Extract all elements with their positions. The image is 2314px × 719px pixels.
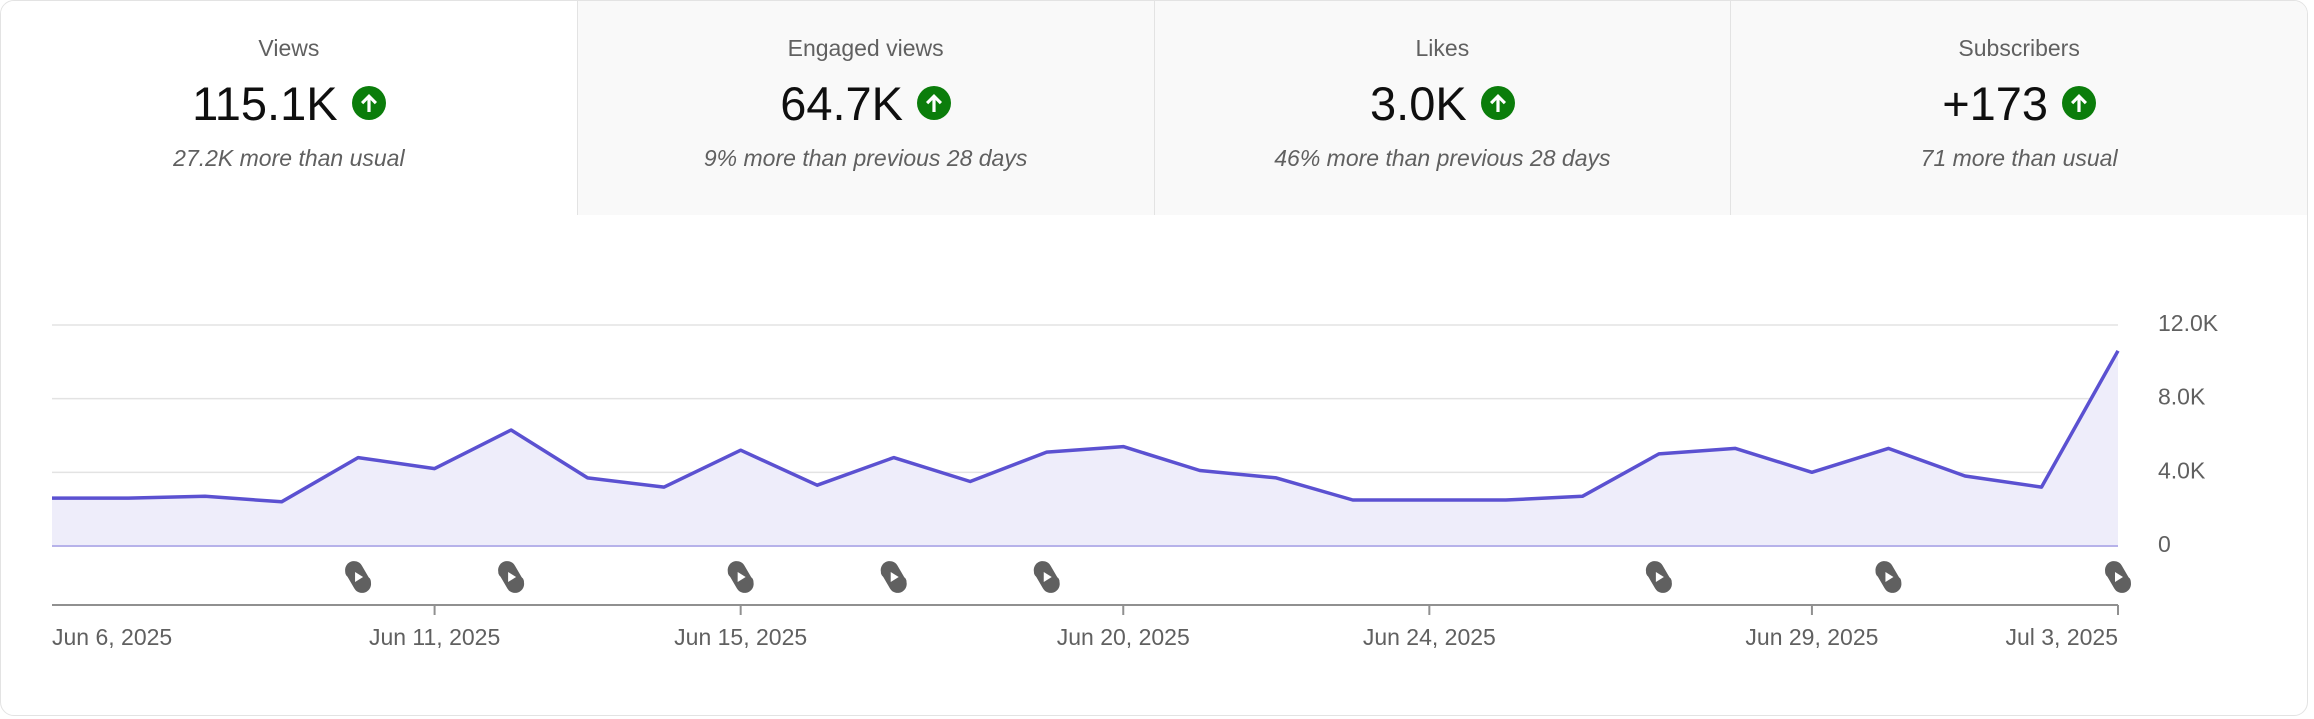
metric-value: 115.1K (192, 76, 338, 130)
shorts-play (1043, 572, 1052, 582)
shorts-icon[interactable] (1641, 557, 1678, 598)
shorts-icon[interactable] (875, 557, 912, 598)
x-tick-label: Jun 11, 2025 (369, 624, 500, 650)
x-tick-label: Jun 6, 2025 (52, 624, 172, 650)
metric-note: 27.2K more than usual (173, 145, 405, 171)
x-tick-label: Jun 24, 2025 (1363, 624, 1496, 650)
shorts-icon[interactable] (722, 557, 759, 598)
x-tick-label: Jun 15, 2025 (674, 624, 807, 650)
icon-arrow (2071, 94, 2088, 112)
shorts-icon[interactable] (340, 557, 377, 598)
metric-label: Likes (1415, 35, 1470, 61)
metric-tab[interactable]: Engaged views 64.7K 9% more than previous … (576, 1, 1154, 215)
y-tick-label: 8.0K (2158, 384, 2206, 410)
icon-arrow (926, 94, 943, 112)
x-tick-label: Jun 20, 2025 (1057, 624, 1190, 650)
metric-tab[interactable]: Likes 3.0K 46% more than previous 28 days (1153, 1, 1731, 215)
shorts-play (508, 572, 517, 582)
metric-value: +173 (1942, 76, 2049, 130)
line (52, 349, 2120, 504)
area-fill (52, 350, 2118, 546)
shorts-play (890, 572, 899, 582)
metric-note: 46% more than previous 28 days (1274, 145, 1611, 171)
metric-note: 9% more than previous 28 days (703, 145, 1028, 171)
y-tick-label: 4.0K (2158, 457, 2206, 483)
metric-tabs: Views 115.1K 27.2K more than usual Engaged … (1, 1, 2307, 215)
shorts-play (737, 572, 746, 582)
y-tick-label: 0 (2158, 531, 2171, 557)
x-tick-label: Jul 3, 2025 (2005, 624, 2118, 650)
y-tick-label: 12.0K (2158, 310, 2219, 336)
shorts-play (1885, 572, 1894, 582)
up-arrow-icon (2062, 86, 2097, 120)
shorts-icon[interactable] (493, 557, 530, 598)
metric-value-row: 3.0K (1155, 75, 1731, 131)
x-tick-label: Jun 29, 2025 (1745, 624, 1878, 650)
metric-value-row: +173 (1731, 75, 2307, 131)
metric-value: 64.7K (780, 76, 904, 130)
shorts-play (2115, 572, 2123, 582)
shorts-icon[interactable] (1028, 557, 1065, 598)
shorts-icon[interactable] (2100, 557, 2137, 598)
metric-value-row: 115.1K (1, 75, 577, 131)
metric-value: 3.0K (1370, 76, 1467, 130)
up-arrow-icon (917, 86, 952, 120)
shorts-icon[interactable] (1870, 557, 1907, 598)
metric-label: Subscribers (1958, 35, 2080, 61)
shorts-play (355, 572, 364, 582)
metric-label: Engaged views (787, 35, 944, 61)
up-arrow-icon (1480, 86, 1515, 120)
metric-value-row: 64.7K (578, 75, 1154, 131)
metric-note: 71 more than usual (1920, 145, 2118, 171)
metric-label: Views (258, 35, 320, 61)
metric-tab[interactable]: Subscribers +173 71 more than usual (1730, 1, 2307, 215)
icon-arrow (1489, 94, 1506, 112)
metric-tab[interactable]: Views 115.1K 27.2K more than usual (1, 1, 577, 215)
up-arrow-icon (351, 86, 386, 120)
icon-arrow (360, 94, 377, 112)
shorts-play (1655, 572, 1664, 582)
